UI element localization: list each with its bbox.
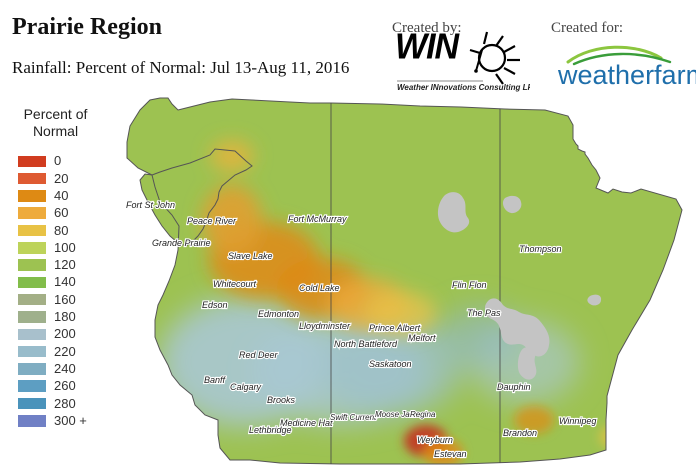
svg-text:Flin Flon: Flin Flon xyxy=(452,280,487,290)
svg-text:Weyburn: Weyburn xyxy=(417,435,453,445)
svg-text:Saskatoon: Saskatoon xyxy=(369,359,412,369)
svg-text:The Pas: The Pas xyxy=(467,308,501,318)
svg-text:Edmonton: Edmonton xyxy=(258,309,299,319)
svg-text:Thompson: Thompson xyxy=(519,244,562,254)
svg-text:Regina: Regina xyxy=(410,410,436,419)
svg-text:Calgary: Calgary xyxy=(230,382,262,392)
svg-text:Fort McMurray: Fort McMurray xyxy=(288,214,347,224)
svg-text:Fort St John: Fort St John xyxy=(126,200,175,210)
svg-text:Lloydminster: Lloydminster xyxy=(299,321,351,331)
svg-text:Brooks: Brooks xyxy=(267,395,296,405)
svg-text:Estevan: Estevan xyxy=(434,449,467,459)
svg-text:Red Deer: Red Deer xyxy=(239,350,279,360)
svg-text:Banff: Banff xyxy=(204,375,227,385)
svg-text:Cold Lake: Cold Lake xyxy=(299,283,340,293)
svg-text:Dauphin: Dauphin xyxy=(497,382,531,392)
svg-text:Brandon: Brandon xyxy=(503,428,537,438)
svg-text:Whitecourt: Whitecourt xyxy=(213,279,257,289)
svg-text:Edson: Edson xyxy=(202,300,228,310)
svg-text:Swift Current: Swift Current xyxy=(330,413,377,422)
svg-text:Peace River: Peace River xyxy=(187,216,237,226)
svg-text:Melfort: Melfort xyxy=(408,333,436,343)
svg-text:Prince Albert: Prince Albert xyxy=(369,323,421,333)
svg-text:Slave Lake: Slave Lake xyxy=(228,251,273,261)
svg-text:Lethbridge: Lethbridge xyxy=(249,425,292,435)
svg-text:Winnipeg: Winnipeg xyxy=(559,416,596,426)
svg-text:Grande Prairie: Grande Prairie xyxy=(152,238,211,248)
svg-text:North Battleford: North Battleford xyxy=(334,339,398,349)
